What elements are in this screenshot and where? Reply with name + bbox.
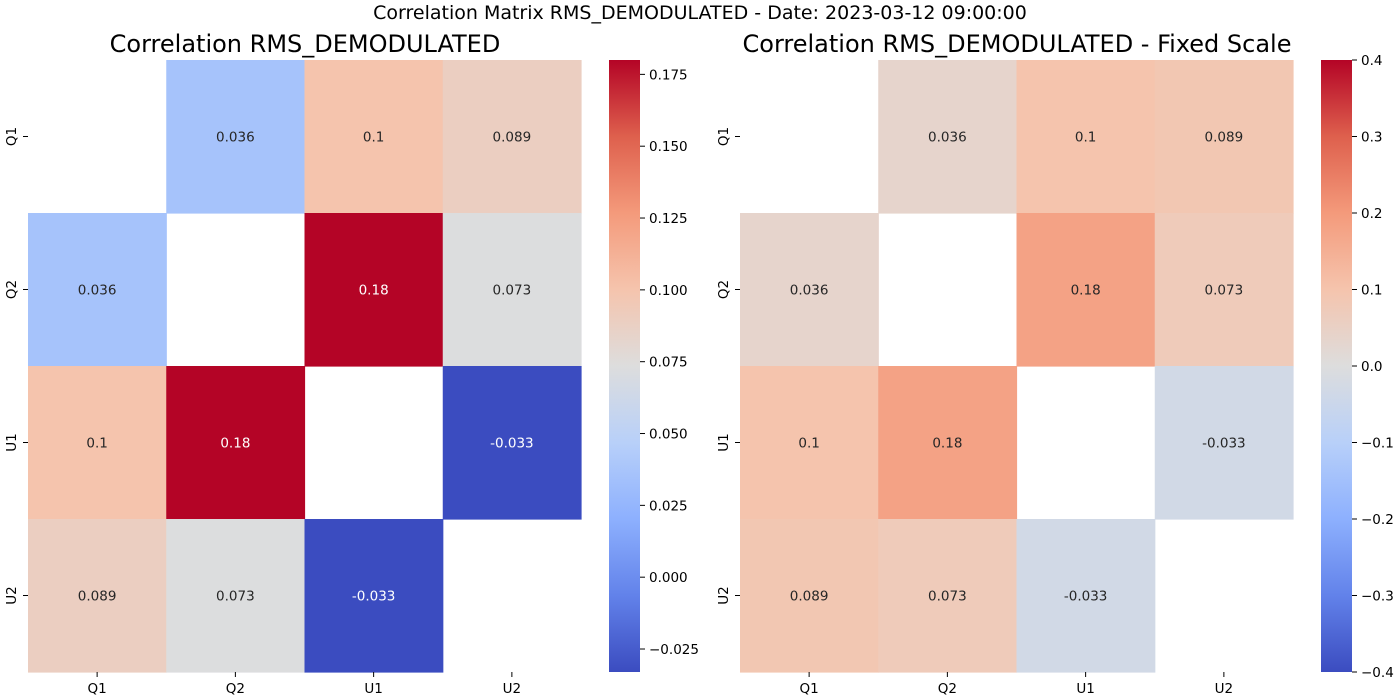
cell-value-label: 0.1 <box>86 436 107 452</box>
heatmap-cell <box>740 366 879 520</box>
colorbar-tick-label: 0.0 <box>1361 359 1382 375</box>
heatmap-cell <box>28 519 167 673</box>
heatmap-cell <box>878 60 1018 214</box>
colorbar-tick-label: 0.075 <box>649 355 688 371</box>
heatmap-cell <box>304 213 444 367</box>
y-tick-label: Q1 <box>716 127 732 146</box>
heatmap-cell <box>442 213 582 367</box>
heatmap-cell <box>442 60 582 214</box>
cell-value-label: 0.036 <box>78 283 117 299</box>
heatmap-cell <box>878 519 1018 673</box>
y-tick-label: U1 <box>716 433 732 451</box>
cell-value-label: 0.1 <box>1075 130 1096 146</box>
heatmap-cell <box>1016 519 1156 673</box>
heatmap-cell <box>28 213 167 367</box>
cell-value-label: 0.073 <box>493 283 532 299</box>
cell-value-label: 0.1 <box>363 130 384 146</box>
heatmap-cell <box>1154 60 1294 214</box>
heatmap-title: Correlation RMS_DEMODULATED <box>110 30 501 58</box>
cell-value-label: 0.073 <box>928 589 967 605</box>
heatmap-cell <box>304 519 444 673</box>
colorbar-tick-label: 0.150 <box>649 139 688 155</box>
colorbar <box>609 60 640 672</box>
heatmap-cell <box>1154 366 1294 520</box>
heatmap-title: Correlation RMS_DEMODULATED - Fixed Scal… <box>743 30 1292 58</box>
colorbar-tick-label: 0.1 <box>1361 283 1382 299</box>
colorbar-tick-label: 0.3 <box>1361 130 1382 146</box>
heatmap-cell <box>740 213 879 367</box>
colorbar-tick-label: 0.025 <box>649 498 688 514</box>
figure-suptitle: Correlation Matrix RMS_DEMODULATED - Dat… <box>373 2 1027 24</box>
colorbar-tick-label: 0.050 <box>649 427 688 443</box>
heatmap-cell <box>1154 213 1294 367</box>
x-tick-label: Q1 <box>88 681 107 697</box>
cell-value-label: -0.033 <box>1202 436 1246 452</box>
cell-value-label: 0.089 <box>790 589 829 605</box>
cell-value-label: 0.073 <box>216 589 255 605</box>
x-tick-label: U2 <box>503 681 521 697</box>
x-tick-label: U1 <box>1076 681 1094 697</box>
heatmap-cell <box>442 366 582 520</box>
cell-value-label: 0.089 <box>1205 130 1244 146</box>
heatmap-cell <box>166 519 306 673</box>
colorbar-tick-label: −0.2 <box>1361 512 1394 528</box>
colorbar-tick-label: 0.100 <box>649 283 688 299</box>
heatmap-cell <box>28 366 167 520</box>
y-tick-label: Q2 <box>716 280 732 299</box>
colorbar-tick-label: −0.1 <box>1361 436 1394 452</box>
colorbar-tick-label: −0.4 <box>1361 665 1394 681</box>
cell-value-label: 0.036 <box>216 130 255 146</box>
colorbar-tick-label: 0.175 <box>649 67 688 83</box>
heatmap-panel-fixed-scale: Correlation RMS_DEMODULATED - Fixed Scal… <box>716 30 1394 697</box>
cell-value-label: -0.033 <box>490 436 534 452</box>
colorbar-tick-label: 0.125 <box>649 211 688 227</box>
y-tick-label: Q2 <box>4 280 20 299</box>
cell-value-label: 0.073 <box>1205 283 1244 299</box>
x-tick-label: U2 <box>1215 681 1233 697</box>
colorbar-tick-label: 0.2 <box>1361 206 1382 222</box>
cell-value-label: 0.18 <box>1071 283 1101 299</box>
colorbar-tick-label: −0.025 <box>649 642 699 658</box>
y-tick-label: U2 <box>4 586 20 604</box>
heatmap-cell <box>166 60 306 214</box>
heatmap-cell <box>1016 213 1156 367</box>
colorbar-tick-label: 0.000 <box>649 570 688 586</box>
cell-value-label: 0.18 <box>359 283 389 299</box>
heatmap-panel-adaptive-scale: Correlation RMS_DEMODULATED 0.036 0.1 0.08… <box>4 30 699 697</box>
y-tick-label: U1 <box>4 433 20 451</box>
y-tick-label: Q1 <box>4 127 20 146</box>
cell-value-label: -0.033 <box>1064 589 1108 605</box>
cell-value-label: 0.18 <box>220 436 250 452</box>
cell-value-label: 0.036 <box>790 283 829 299</box>
cell-value-label: -0.033 <box>352 589 396 605</box>
y-tick-label: U2 <box>716 586 732 604</box>
colorbar-tick-label: −0.3 <box>1361 589 1394 605</box>
cell-value-label: 0.036 <box>928 130 967 146</box>
x-tick-label: Q2 <box>938 681 957 697</box>
heatmap-cell <box>166 366 306 520</box>
colorbar <box>1321 60 1352 672</box>
x-tick-label: Q1 <box>800 681 819 697</box>
heatmap-cell <box>740 519 879 673</box>
cell-value-label: 0.18 <box>932 436 962 452</box>
heatmap-cell <box>878 366 1018 520</box>
cell-value-label: 0.1 <box>798 436 819 452</box>
x-tick-label: Q2 <box>226 681 245 697</box>
colorbar-tick-label: 0.4 <box>1361 53 1382 69</box>
heatmap-cell <box>1016 60 1156 214</box>
x-tick-label: U1 <box>364 681 382 697</box>
cell-value-label: 0.089 <box>78 589 117 605</box>
cell-value-label: 0.089 <box>493 130 532 146</box>
heatmap-cell <box>304 60 444 214</box>
